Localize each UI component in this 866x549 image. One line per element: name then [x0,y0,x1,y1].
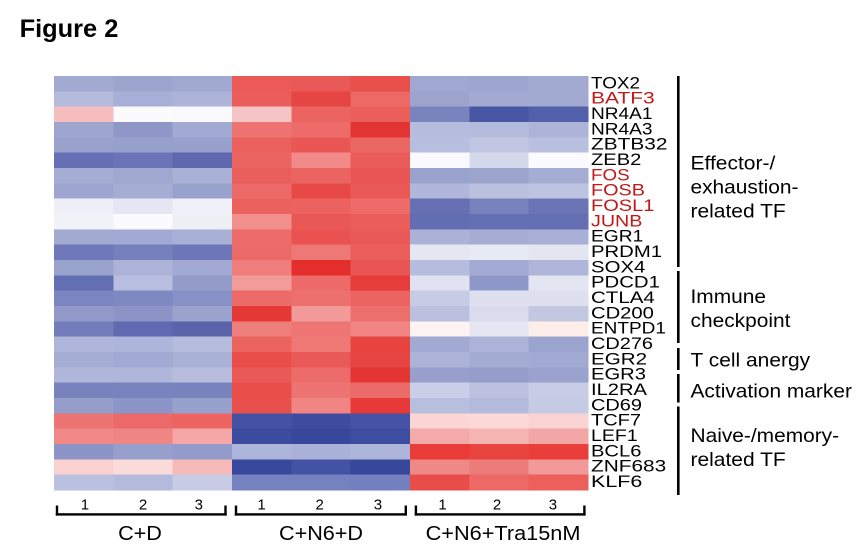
svg-text:BCL6: BCL6 [591,441,641,460]
svg-text:Effector-/: Effector-/ [691,153,777,174]
svg-text:ENTPD1: ENTPD1 [591,319,666,338]
svg-text:PDCD1: PDCD1 [591,273,660,292]
svg-text:CD69: CD69 [591,395,642,414]
svg-text:Activation marker: Activation marker [691,381,853,402]
svg-text:CD200: CD200 [591,303,654,322]
svg-text:NR4A1: NR4A1 [591,104,653,123]
svg-text:IL2RA: IL2RA [591,380,648,399]
svg-text:related TF: related TF [691,201,786,222]
svg-text:CTLA4: CTLA4 [591,288,655,307]
svg-text:C+N6+D: C+N6+D [279,523,363,545]
svg-text:3: 3 [195,496,203,513]
svg-text:TCF7: TCF7 [591,411,641,430]
svg-text:T cell anergy: T cell anergy [691,351,811,372]
svg-text:exhaustion-: exhaustion- [691,177,799,198]
svg-text:EGR2: EGR2 [591,349,647,368]
svg-text:2: 2 [139,496,147,513]
svg-text:ZBTB32: ZBTB32 [591,135,668,154]
svg-text:JUNB: JUNB [591,211,642,230]
svg-text:2: 2 [316,496,324,513]
svg-text:PRDM1: PRDM1 [591,242,662,261]
svg-text:checkpoint: checkpoint [691,311,792,332]
svg-text:BATF3: BATF3 [591,89,655,108]
svg-text:related TF: related TF [691,450,786,471]
svg-text:3: 3 [549,496,557,513]
svg-text:1: 1 [438,496,446,513]
svg-text:Naive-/memory-: Naive-/memory- [691,426,840,447]
svg-text:EGR3: EGR3 [591,365,646,384]
svg-text:KLF6: KLF6 [591,472,642,491]
svg-text:LEF1: LEF1 [591,426,638,445]
svg-text:ZEB2: ZEB2 [591,150,641,169]
svg-text:TOX2: TOX2 [591,73,640,92]
svg-text:C+N6+Tra15nM: C+N6+Tra15nM [426,523,581,545]
svg-text:SOX4: SOX4 [591,257,645,276]
svg-text:FOSL1: FOSL1 [591,196,654,215]
svg-text:3: 3 [374,496,382,513]
svg-text:C+D: C+D [118,523,162,545]
svg-text:FOSB: FOSB [591,181,645,200]
svg-text:FOS: FOS [591,165,630,184]
svg-text:Figure 2: Figure 2 [20,15,119,43]
svg-text:EGR1: EGR1 [591,227,643,246]
svg-text:1: 1 [257,496,265,513]
svg-text:CD276: CD276 [591,334,653,353]
svg-text:NR4A3: NR4A3 [591,119,653,138]
svg-text:Immune: Immune [691,287,767,308]
svg-text:ZNF683: ZNF683 [591,457,666,476]
svg-text:1: 1 [81,496,89,513]
svg-text:2: 2 [493,496,501,513]
